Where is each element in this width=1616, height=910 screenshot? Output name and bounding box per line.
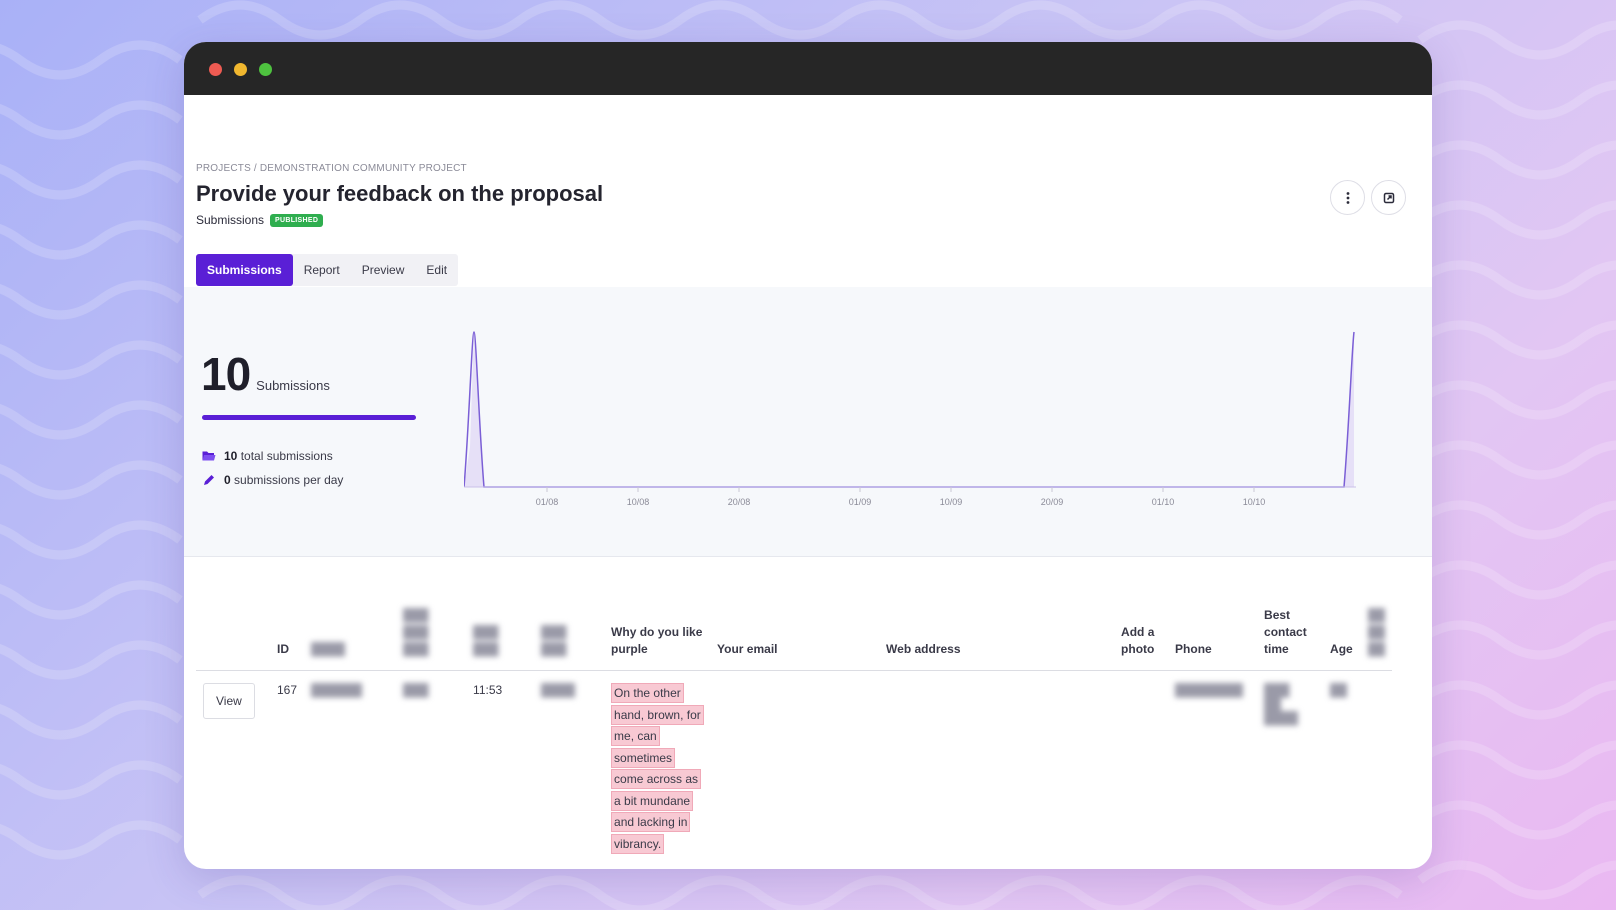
x-tick-label: 01/10 — [1152, 497, 1175, 507]
col-hidden-2: ███ ███ ███ — [396, 607, 467, 671]
x-tick-label: 10/09 — [940, 497, 963, 507]
cell-web-address — [879, 671, 1114, 856]
submissions-progress-bar — [202, 415, 416, 420]
table-row: View 167 ██████ ███ 11:53 ████ On the ot… — [196, 671, 1392, 856]
folder-icon — [202, 451, 216, 461]
col-add-photo[interactable]: Add a photo — [1114, 607, 1169, 671]
total-submissions-stat: 10 total submissions — [202, 449, 333, 463]
tab-report[interactable]: Report — [303, 263, 340, 277]
submissions-chart: 01/08 10/08 20/08 01/09 10/09 20/09 01/10 10/10 — [464, 331, 1356, 507]
col-hidden-5: ██ ██ ██ — [1361, 607, 1393, 671]
tab-edit[interactable]: Edit — [426, 263, 448, 277]
col-web-address[interactable]: Web address — [879, 607, 1115, 671]
open-external-button[interactable] — [1371, 180, 1406, 215]
submission-count: 10 Submissions — [201, 347, 330, 401]
cell-add-photo — [1114, 671, 1168, 856]
col-hidden-4: ███ ███ — [534, 607, 605, 671]
breadcrumb[interactable]: PROJECTS / DEMONSTRATION COMMUNITY PROJE… — [196, 163, 467, 174]
submission-count-number: 10 — [201, 348, 251, 400]
stats-panel: 10 Submissions 10 total submissions 0 su… — [184, 287, 1432, 557]
col-contact-time-label: Best contact time — [1264, 608, 1307, 656]
tab-bar: Submissions Report Preview Edit — [196, 254, 459, 286]
app-window: PROJECTS / DEMONSTRATION COMMUNITY PROJE… — [184, 42, 1432, 869]
why-purple-answer: On the other hand, brown, for me, can so… — [611, 683, 704, 854]
page-header: PROJECTS / DEMONSTRATION COMMUNITY PROJE… — [184, 95, 1432, 287]
col-why-purple-label: Why do you like purple — [611, 625, 703, 656]
submissions-table: ID ████ ███ ███ ███ ███ ███ ███ ███ Why do y… — [196, 607, 1393, 856]
cell-hidden-2: ███ — [403, 683, 429, 697]
maximize-window-button[interactable] — [259, 63, 272, 76]
external-link-icon — [1383, 192, 1394, 203]
cell-hidden-1: ██████ — [311, 683, 363, 697]
per-day-label: submissions per day — [234, 473, 344, 487]
close-window-button[interactable] — [209, 63, 222, 76]
x-tick-label: 01/08 — [536, 497, 559, 507]
cell-email — [710, 671, 879, 856]
col-id[interactable]: ID — [270, 607, 305, 671]
cell-hidden-4: ████ — [541, 683, 576, 697]
view-submission-button[interactable]: View — [203, 683, 255, 719]
cell-why-purple: On the other hand, brown, for me, can so… — [604, 671, 710, 856]
tab-preview[interactable]: Preview — [361, 263, 405, 277]
col-hidden-3: ███ ███ — [466, 607, 535, 671]
pencil-icon — [204, 475, 214, 485]
status-badge: PUBLISHED — [270, 213, 324, 227]
cell-contact-time: ███ ██ ████ — [1264, 683, 1299, 725]
col-why-purple[interactable]: Why do you like purple — [604, 607, 711, 671]
col-phone[interactable]: Phone — [1168, 607, 1258, 671]
cell-id: 167 — [277, 683, 298, 697]
window-titlebar — [184, 42, 1432, 95]
chart-area — [464, 332, 1354, 487]
col-contact-time[interactable]: Best contact time — [1257, 607, 1324, 671]
x-tick-label: 01/09 — [849, 497, 872, 507]
col-email[interactable]: Your email — [710, 607, 880, 671]
total-submissions-label: total submissions — [240, 449, 333, 463]
x-tick-label: 10/10 — [1243, 497, 1266, 507]
total-submissions-value: 10 — [224, 449, 238, 463]
cell-actions: View — [196, 671, 270, 856]
cell-hidden-5 — [1361, 671, 1392, 856]
submission-count-label: Submissions — [256, 378, 330, 393]
tab-submissions[interactable]: Submissions — [196, 254, 293, 286]
col-actions — [196, 607, 270, 671]
page-title: Provide your feedback on the proposal — [196, 181, 604, 206]
col-age[interactable]: Age — [1323, 607, 1362, 671]
cell-age: ██ — [1330, 683, 1348, 697]
minimize-window-button[interactable] — [234, 63, 247, 76]
page-subtitle-row: Submissions PUBLISHED — [196, 213, 324, 227]
cell-phone: ████████ — [1175, 683, 1244, 697]
col-hidden-1: ████ — [304, 607, 397, 671]
vertical-dots-icon — [1346, 191, 1349, 204]
col-add-photo-label: Add a photo — [1121, 625, 1155, 656]
per-day-stat: 0 submissions per day — [202, 473, 343, 487]
per-day-value: 0 — [224, 473, 231, 487]
cell-time: 11:53 — [473, 683, 503, 697]
x-tick-label: 20/09 — [1041, 497, 1064, 507]
x-tick-label: 10/08 — [627, 497, 650, 507]
chart-line — [464, 331, 1355, 488]
page-subtitle: Submissions — [196, 213, 265, 227]
more-options-button[interactable] — [1330, 180, 1365, 215]
x-tick-label: 20/08 — [728, 497, 751, 507]
